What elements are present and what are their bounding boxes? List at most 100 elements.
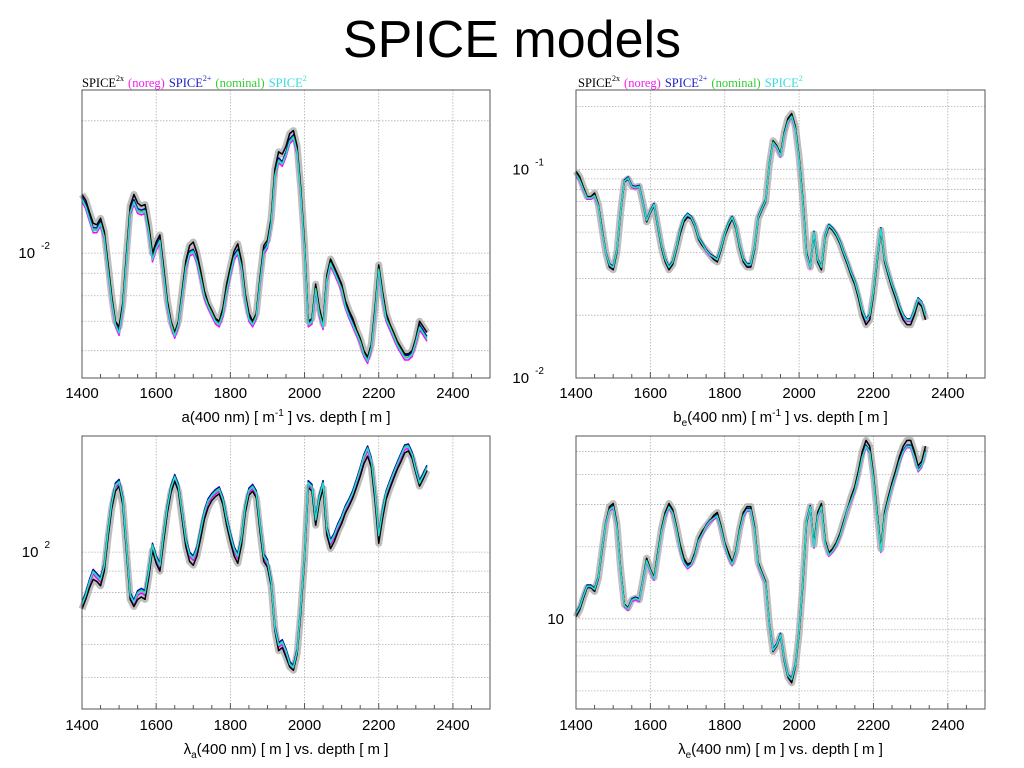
y-tick-exponent: 2 — [44, 540, 50, 551]
x-tick-label: 1800 — [708, 385, 741, 402]
legend-top-right: SPICE2x (noreg) SPICE2+ (nominal) SPICE2 — [578, 72, 807, 90]
y-tick-label: 10 -2 — [512, 366, 544, 387]
x-axis-label-part: ] vs. depth [ m ] — [781, 409, 888, 426]
x-tick-label: 1800 — [214, 717, 247, 734]
legend-entry-text: (nominal) — [215, 76, 265, 90]
series-line-noreg — [575, 446, 927, 682]
y-tick-exponent: -2 — [41, 241, 50, 252]
y-tick-base: 10 — [22, 544, 39, 561]
legend-entry-sup: 2 — [798, 74, 803, 83]
x-axis-label-part: e — [686, 750, 692, 761]
y-tick-label: 10 -2 — [18, 241, 50, 262]
legend-entry-sup: 2+ — [202, 74, 212, 83]
page-title: SPICE models — [342, 11, 682, 69]
x-axis-label-part: (400 nm) [ m ] vs. depth [ m ] — [691, 741, 883, 758]
legend-entry: SPICE2x — [82, 74, 125, 90]
x-axis-label-part: e — [682, 418, 688, 429]
legend-entry: SPICE2x — [578, 74, 621, 90]
y-tick-label: 10 -1 — [512, 157, 544, 178]
x-axis-label: a(400 nm) [ m-1 ] vs. depth [ m ] — [182, 408, 391, 426]
series-line-spice2x — [81, 450, 428, 672]
series-line-spice2 — [81, 137, 428, 363]
x-tick-label: 1400 — [65, 385, 98, 402]
y-tick-base: 10 — [547, 611, 564, 628]
x-axis-label-part: ] vs. depth [ m ] — [284, 409, 391, 426]
x-axis-label-part: a(400 nm) [ m — [182, 409, 275, 426]
series-line-nominal — [575, 115, 927, 321]
legend-entry-text: SPICE — [168, 76, 203, 90]
legend-entry: (noreg) — [128, 76, 165, 90]
panel-effective-scattering: 1400 1600 1800 2000 2200 2400 10 -1 10 -2 be(400 n… — [512, 89, 986, 429]
legend-entry: SPICE2+ — [664, 74, 708, 90]
series-line-spice2 — [575, 446, 927, 681]
x-axis-label-part: (400 nm) [ m — [687, 409, 772, 426]
x-tick-label: 1600 — [139, 385, 172, 402]
legend-entry-sup: 2x — [612, 74, 621, 83]
x-axis-label-part: -1 — [275, 408, 284, 419]
x-tick-label: 1400 — [65, 717, 98, 734]
series-line-spice2 — [575, 115, 927, 321]
plot-frame — [81, 89, 491, 379]
legend-entry: SPICE2+ — [168, 74, 212, 90]
legend-entry: SPICE2 — [764, 74, 803, 90]
x-tick-label: 2000 — [782, 385, 815, 402]
plot-frame — [575, 89, 986, 379]
series-line-spice2x — [81, 129, 428, 358]
x-axis-label-part: a — [191, 750, 197, 761]
x-tick-label: 2000 — [782, 717, 815, 734]
x-tick-label: 1400 — [559, 385, 592, 402]
x-axis-label-part: λ — [678, 741, 686, 758]
x-tick-label: 1400 — [559, 717, 592, 734]
legend-entry-sup: 2 — [302, 74, 307, 83]
x-axis-label-part: λ — [184, 741, 192, 758]
x-tick-label: 2400 — [931, 717, 964, 734]
x-tick-label: 2400 — [436, 717, 469, 734]
legend-entry-text: SPICE — [578, 76, 613, 90]
x-tick-label: 2400 — [436, 385, 469, 402]
x-tick-label: 1600 — [139, 717, 172, 734]
legend-entry-text: SPICE — [82, 76, 117, 90]
legend-entry-text: SPICE — [268, 76, 303, 90]
panel-absorption-length: 1400 1600 1800 2000 2200 2400 10 2 λa(400 nm) [ … — [22, 435, 491, 761]
legend-entry-text: SPICE — [664, 76, 699, 90]
legend-entry: SPICE2 — [268, 74, 307, 90]
panel-effective-scattering-length: 1400 1600 1800 2000 2200 2400 10 λe(400 nm) [ m… — [547, 435, 986, 761]
x-tick-label: 2000 — [288, 717, 321, 734]
x-tick-label: 1800 — [214, 385, 247, 402]
x-axis-label-part: -1 — [772, 408, 781, 419]
legend-entry: (nominal) — [711, 76, 760, 90]
y-tick-exponent: -2 — [535, 366, 544, 377]
x-tick-label: 2200 — [857, 385, 890, 402]
series-line-spice2 — [81, 446, 428, 669]
x-axis-label-part: b — [673, 409, 681, 426]
legend-entry-text: (nominal) — [711, 76, 761, 90]
x-axis-label: λa(400 nm) [ m ] vs. depth [ m ] — [184, 741, 389, 761]
y-tick-base: 10 — [512, 370, 529, 387]
x-tick-label: 2200 — [362, 717, 395, 734]
x-tick-label: 1600 — [634, 385, 667, 402]
plot-frame — [575, 435, 986, 710]
legend-entry: (noreg) — [624, 76, 661, 90]
panel-absorption: 1400 1600 1800 2000 2200 2400 10 -2 a(400 nm) [ … — [18, 89, 491, 426]
y-tick-base: 10 — [512, 161, 529, 178]
y-tick-label: 10 — [547, 611, 564, 628]
legend-entry-text: (noreg) — [128, 76, 165, 90]
y-tick-label: 10 2 — [22, 540, 51, 561]
x-tick-label: 2400 — [931, 385, 964, 402]
legend-entry-text: SPICE — [764, 76, 799, 90]
x-axis-label-part: (400 nm) [ m ] vs. depth [ m ] — [197, 741, 389, 758]
plot-frame — [81, 435, 491, 710]
y-tick-base: 10 — [18, 245, 35, 262]
x-tick-label: 2000 — [288, 385, 321, 402]
x-tick-label: 1600 — [634, 717, 667, 734]
legend-entry-sup: 2x — [116, 74, 125, 83]
x-axis-label: λe(400 nm) [ m ] vs. depth [ m ] — [678, 741, 883, 761]
legend-entry-text: (noreg) — [624, 76, 661, 90]
legend-entry-sup: 2+ — [698, 74, 708, 83]
legend-entry: (nominal) — [215, 76, 264, 90]
x-tick-label: 2200 — [362, 385, 395, 402]
uncertainty-band — [78, 447, 431, 674]
legend-top-left: SPICE2x (noreg) SPICE2+ (nominal) SPICE2 — [82, 72, 311, 90]
y-tick-exponent: -1 — [535, 157, 544, 168]
x-tick-label: 1800 — [708, 717, 741, 734]
